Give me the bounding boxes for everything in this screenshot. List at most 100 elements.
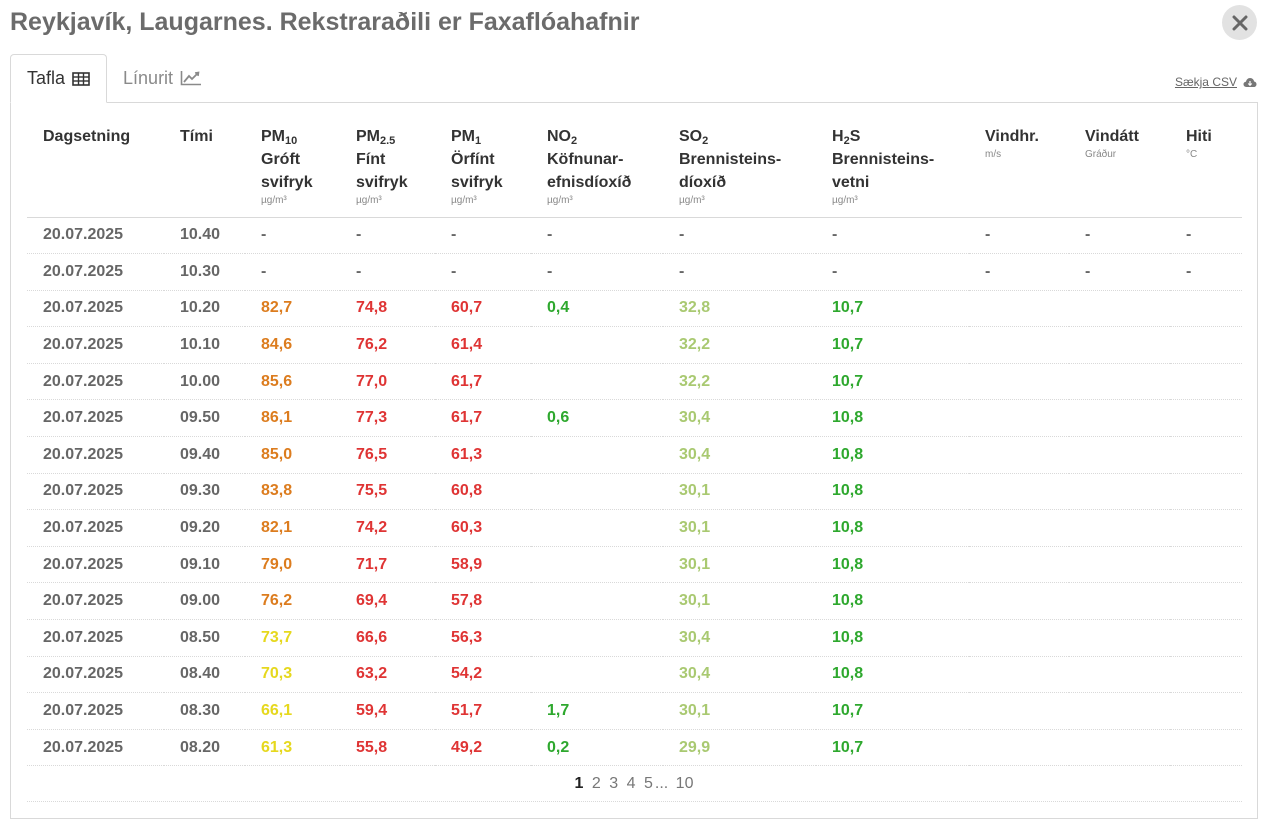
cell-pm1: 56,3 bbox=[435, 619, 531, 657]
cell-no2: 0,4 bbox=[531, 290, 663, 328]
cell-so2: 30,1 bbox=[663, 509, 816, 547]
cell-time: 10.00 bbox=[164, 363, 245, 401]
cell-so2: 32,8 bbox=[663, 290, 816, 328]
cell-date: 20.07.2025 bbox=[27, 217, 164, 255]
cell-pm25: 77,0 bbox=[340, 363, 435, 401]
table-row: 20.07.2025 08.30 66,1 59,4 51,7 1,7 30,1 10,7 bbox=[27, 692, 1242, 730]
table-row: 20.07.2025 09.30 83,8 75,5 60,8 30,1 10,8 bbox=[27, 473, 1242, 511]
cell-no2: 1,7 bbox=[531, 692, 663, 730]
cell-no2 bbox=[531, 363, 663, 401]
column-header-subscript: 1 bbox=[475, 135, 482, 147]
cell-so2: 30,1 bbox=[663, 546, 816, 584]
cell-pm25: 71,7 bbox=[340, 546, 435, 584]
cell-temp bbox=[1170, 290, 1242, 328]
page-link[interactable]: 5 bbox=[643, 775, 653, 792]
cell-pm1: 49,2 bbox=[435, 729, 531, 767]
cell-date: 20.07.2025 bbox=[27, 546, 164, 584]
table-row: 20.07.2025 09.50 86,1 77,3 61,7 0,6 30,4 10,8 bbox=[27, 399, 1242, 438]
cell-so2: 32,2 bbox=[663, 363, 816, 401]
cell-h2s: 10,7 bbox=[816, 363, 969, 401]
cell-time: 09.50 bbox=[164, 399, 245, 438]
cell-time: 08.50 bbox=[164, 619, 245, 657]
column-header-label: H bbox=[832, 128, 844, 145]
cell-no2 bbox=[531, 546, 663, 584]
page-link-last[interactable]: 10 bbox=[675, 775, 694, 792]
cell-wind-speed: - bbox=[969, 253, 1069, 291]
tab-table[interactable]: Tafla bbox=[10, 54, 108, 103]
cell-pm10: 73,7 bbox=[245, 619, 340, 657]
cell-wind-speed bbox=[969, 473, 1069, 511]
cell-time: 09.20 bbox=[164, 509, 245, 547]
cell-pm1: 61,3 bbox=[435, 436, 531, 474]
cell-wind-dir bbox=[1069, 582, 1170, 621]
cell-time: 10.20 bbox=[164, 290, 245, 328]
cell-no2 bbox=[531, 509, 663, 547]
cell-wind-dir: - bbox=[1069, 253, 1170, 291]
cell-wind-speed bbox=[969, 582, 1069, 621]
cell-time: 09.30 bbox=[164, 473, 245, 511]
cell-so2: 30,1 bbox=[663, 582, 816, 621]
column-header-label: SO bbox=[679, 128, 703, 145]
cell-pm25: 76,2 bbox=[340, 326, 435, 364]
download-csv-link[interactable]: Sækja CSV bbox=[1175, 75, 1257, 89]
cell-temp: - bbox=[1170, 217, 1242, 255]
cell-date: 20.07.2025 bbox=[27, 436, 164, 474]
cell-h2s: 10,8 bbox=[816, 436, 969, 474]
cell-h2s: 10,7 bbox=[816, 290, 969, 328]
pagination: 1 2 3 4 5... 10 bbox=[11, 775, 1257, 793]
cell-pm1: 51,7 bbox=[435, 692, 531, 730]
column-header-unit: µg/m³ bbox=[451, 195, 477, 206]
cell-h2s: 10,7 bbox=[816, 692, 969, 730]
cell-time: 10.10 bbox=[164, 326, 245, 364]
page-link[interactable]: 4 bbox=[626, 775, 636, 792]
page-link-current[interactable]: 1 bbox=[574, 775, 584, 792]
cell-no2 bbox=[531, 473, 663, 511]
column-header-description: Brennisteins-díoxíð bbox=[679, 151, 782, 191]
column-header-label: Tími bbox=[180, 128, 213, 145]
column-header-unit: Gráður bbox=[1085, 149, 1117, 160]
cell-pm25: 63,2 bbox=[340, 656, 435, 694]
column-header-subscript: 2 bbox=[571, 135, 578, 147]
cell-h2s: - bbox=[816, 217, 969, 255]
cell-date: 20.07.2025 bbox=[27, 619, 164, 657]
column-header-label: Vindátt bbox=[1085, 128, 1139, 145]
column-header-time: Tími bbox=[164, 115, 245, 218]
cell-temp bbox=[1170, 363, 1242, 401]
cell-so2: 29,9 bbox=[663, 729, 816, 767]
cell-time: 10.40 bbox=[164, 217, 245, 255]
column-header-no2: NO2 Köfnunar-efnisdíoxíð µg/m³ bbox=[531, 115, 663, 218]
page-link[interactable]: 3 bbox=[609, 775, 619, 792]
cell-no2 bbox=[531, 436, 663, 474]
cell-wind-speed bbox=[969, 363, 1069, 401]
table-row: 20.07.2025 08.20 61,3 55,8 49,2 0,2 29,9 10,7 bbox=[27, 729, 1242, 767]
cell-pm10: 84,6 bbox=[245, 326, 340, 364]
cell-temp bbox=[1170, 436, 1242, 474]
column-header-unit: µg/m³ bbox=[261, 195, 287, 206]
close-button[interactable] bbox=[1222, 5, 1257, 40]
cell-time: 08.30 bbox=[164, 692, 245, 730]
tab-line-chart[interactable]: Línurit bbox=[107, 54, 218, 102]
cell-time: 09.40 bbox=[164, 436, 245, 474]
column-header-unit: µg/m³ bbox=[679, 195, 705, 206]
cell-wind-speed bbox=[969, 290, 1069, 328]
cell-pm10: 61,3 bbox=[245, 729, 340, 767]
cell-time: 10.30 bbox=[164, 253, 245, 291]
column-header-label: NO bbox=[547, 128, 571, 145]
cell-temp: - bbox=[1170, 253, 1242, 291]
cell-pm1: 58,9 bbox=[435, 546, 531, 584]
cell-pm25: 69,4 bbox=[340, 582, 435, 621]
cell-no2: - bbox=[531, 253, 663, 291]
cell-temp bbox=[1170, 509, 1242, 547]
cell-so2: - bbox=[663, 217, 816, 255]
cell-pm25: 55,8 bbox=[340, 729, 435, 767]
page-title: Reykjavík, Laugarnes. Rekstraraðili er F… bbox=[10, 8, 640, 36]
page-link[interactable]: 2 bbox=[591, 775, 601, 792]
column-header-pm25: PM2.5 Fínt svifryk µg/m³ bbox=[340, 115, 435, 218]
column-header-label: Vindhr. bbox=[985, 128, 1039, 145]
cell-date: 20.07.2025 bbox=[27, 473, 164, 511]
cell-wind-dir bbox=[1069, 692, 1170, 730]
cell-temp bbox=[1170, 326, 1242, 364]
column-header-description: Köfnunar-efnisdíoxíð bbox=[547, 151, 632, 191]
cell-pm1: 61,7 bbox=[435, 363, 531, 401]
cell-h2s: 10,8 bbox=[816, 619, 969, 657]
